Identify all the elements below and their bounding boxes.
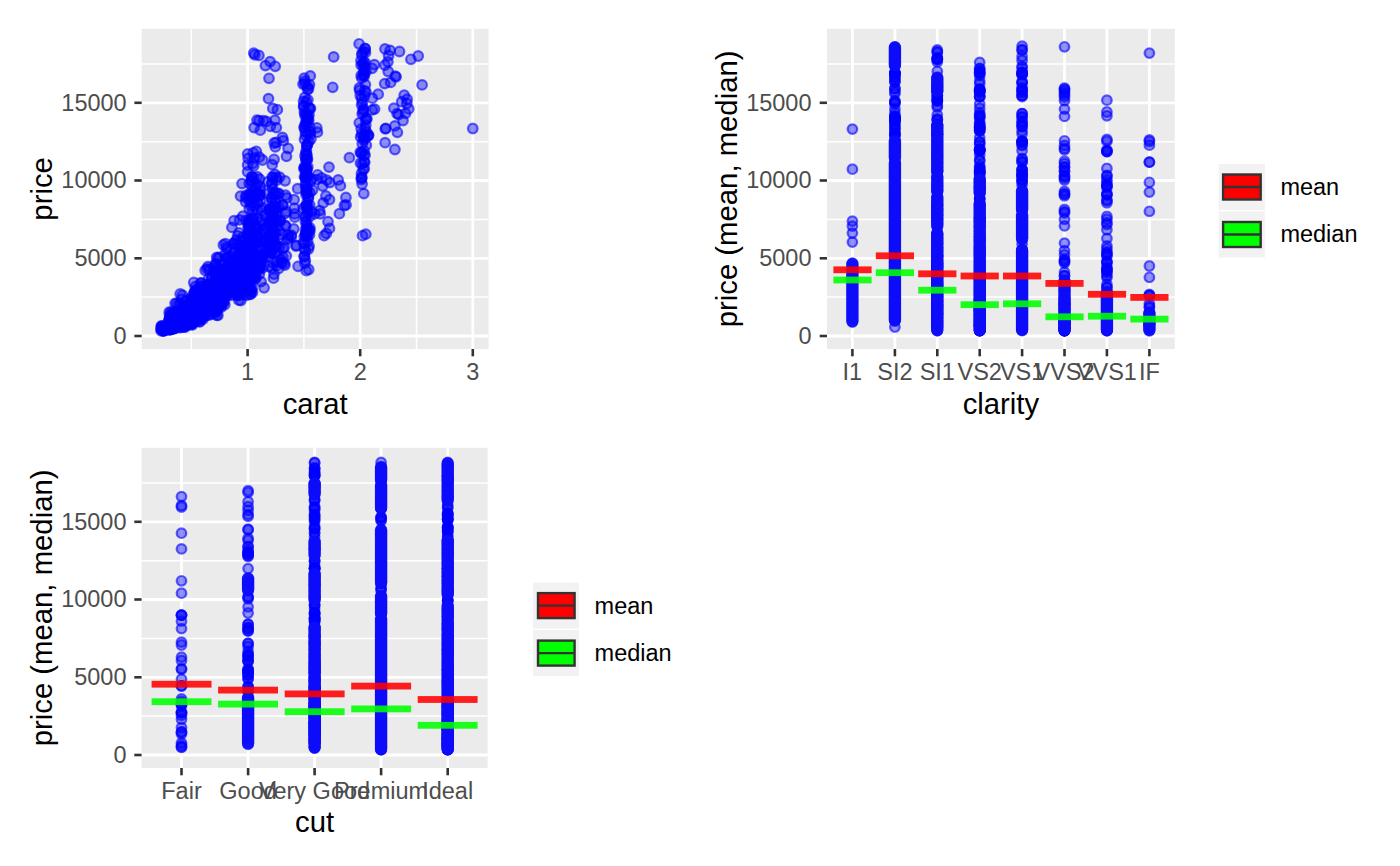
svg-text:clarity: clarity: [963, 387, 1040, 420]
svg-text:Ideal: Ideal: [422, 778, 473, 804]
svg-text:1: 1: [241, 359, 254, 385]
svg-text:15000: 15000: [746, 90, 811, 116]
svg-text:0: 0: [113, 742, 126, 768]
svg-text:median: median: [595, 640, 672, 666]
svg-text:SI1: SI1: [920, 359, 955, 385]
svg-text:mean: mean: [595, 593, 654, 619]
svg-text:I1: I1: [843, 359, 863, 385]
svg-text:15000: 15000: [61, 90, 126, 116]
svg-text:SI2: SI2: [877, 359, 912, 385]
svg-text:10000: 10000: [61, 167, 126, 193]
svg-text:5000: 5000: [759, 245, 811, 271]
svg-text:cut: cut: [295, 805, 334, 838]
svg-text:price: price: [25, 157, 58, 221]
svg-text:VVS1: VVS1: [1077, 359, 1137, 385]
svg-text:5000: 5000: [74, 664, 126, 690]
svg-text:carat: carat: [283, 387, 348, 420]
svg-text:IF: IF: [1139, 359, 1160, 385]
svg-text:0: 0: [798, 323, 811, 349]
svg-text:5000: 5000: [74, 245, 126, 271]
svg-text:Premium: Premium: [334, 778, 428, 804]
svg-text:10000: 10000: [746, 167, 811, 193]
svg-text:median: median: [1280, 221, 1357, 247]
svg-text:15000: 15000: [61, 509, 126, 535]
svg-text:price (mean, median): price (mean, median): [710, 50, 743, 327]
svg-text:10000: 10000: [61, 586, 126, 612]
svg-text:price (mean, median): price (mean, median): [25, 469, 58, 746]
svg-text:Fair: Fair: [161, 778, 202, 804]
svg-text:3: 3: [466, 359, 479, 385]
svg-text:0: 0: [114, 323, 127, 349]
svg-text:mean: mean: [1280, 174, 1339, 200]
svg-text:VS2: VS2: [957, 359, 1001, 385]
svg-text:2: 2: [354, 359, 367, 385]
